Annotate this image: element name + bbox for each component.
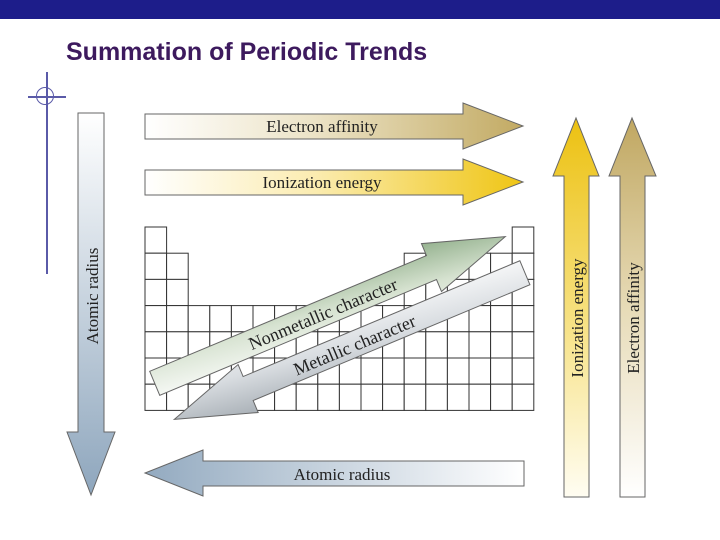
periodic-table-cell <box>295 383 319 411</box>
periodic-table-cell <box>490 331 513 359</box>
periodic-table-cell <box>144 305 168 333</box>
periodic-table-cell <box>403 357 427 385</box>
periodic-table-cell <box>511 357 535 385</box>
periodic-table-cell <box>403 383 427 411</box>
periodic-table-cell <box>166 252 189 280</box>
periodic-table-cell <box>425 383 448 411</box>
periodic-table-cell <box>187 305 211 333</box>
ionization-energy-horizontal-arrow: Ionization energy <box>144 158 525 206</box>
periodic-table-cell <box>511 331 535 359</box>
electron-affinity-vertical-arrow: Electron affinity <box>608 116 657 498</box>
periodic-table-cell <box>511 383 535 411</box>
atomic-radius-vertical-arrow: Atomic radius <box>66 112 116 497</box>
periodic-table-cell <box>468 383 492 411</box>
electron-affinity-horizontal-arrow: Electron affinity <box>144 102 525 150</box>
slide-top-bar <box>0 0 720 19</box>
atomic-radius-horizontal-label: Atomic radius <box>294 465 391 484</box>
periodic-table-cell <box>468 331 492 359</box>
ionization-energy-horizontal-label: Ionization energy <box>262 173 382 192</box>
periodic-table-cell <box>360 357 384 385</box>
periodic-table-cell <box>446 383 470 411</box>
periodic-table-cell <box>230 305 254 333</box>
periodic-table-cell <box>144 278 168 307</box>
periodic-table-cell <box>446 357 470 385</box>
periodic-table-cell <box>144 226 168 254</box>
periodic-table-cell <box>468 357 492 385</box>
periodic-table-cell <box>425 357 448 385</box>
crosshair-circle <box>36 87 54 105</box>
periodic-table-cell <box>166 305 189 333</box>
periodic-table-cell <box>166 331 189 359</box>
periodic-table-cell <box>511 226 535 254</box>
periodic-table-cell <box>317 383 340 411</box>
periodic-table-cell <box>338 383 362 411</box>
ionization-energy-vertical-arrow: Ionization energy <box>552 116 600 498</box>
periodic-table-cell <box>446 331 470 359</box>
periodic-table-cell <box>468 305 492 333</box>
periodic-table-cell <box>382 357 405 385</box>
periodic-table-cell <box>490 305 513 333</box>
periodic-table-cell <box>490 383 513 411</box>
periodic-table-cell <box>490 357 513 385</box>
crosshair-vertical-line <box>46 72 48 274</box>
periodic-table-cell <box>360 383 384 411</box>
electron-affinity-horizontal-label: Electron affinity <box>266 117 378 136</box>
atomic-radius-vertical-label: Atomic radius <box>83 248 102 345</box>
atomic-radius-horizontal-arrow: Atomic radius <box>143 449 525 497</box>
periodic-table-cell <box>166 278 189 307</box>
ionization-energy-vertical-label: Ionization energy <box>568 258 587 378</box>
slide-title: Summation of Periodic Trends <box>66 38 428 66</box>
periodic-table-cell <box>209 305 232 333</box>
periodic-table-cell <box>144 252 168 280</box>
periodic-table-cell <box>382 383 405 411</box>
periodic-table-cell <box>511 305 535 333</box>
electron-affinity-vertical-label: Electron affinity <box>624 262 643 374</box>
periodic-table-cell <box>144 331 168 359</box>
periodic-table-cell <box>425 331 448 359</box>
